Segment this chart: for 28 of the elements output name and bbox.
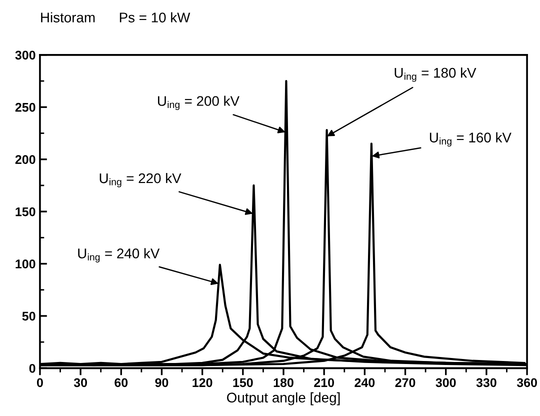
x-tick-label: 210 (314, 378, 334, 388)
x-tick-label: 330 (476, 378, 496, 388)
annotation: U$_{ing}$ = 160 kV (430, 132, 512, 147)
x-tick-label: 300 (436, 378, 456, 388)
annotation: U$_{ing}$ = 220 kV (100, 172, 182, 188)
x-axis-title: Output angle [deg] (227, 392, 340, 406)
annotation: U$_{ing}$ = 180 kV (394, 68, 476, 82)
y-tick-label: 300 (15, 50, 36, 60)
y-tick-label: 100 (16, 260, 36, 268)
x-tick-label: 150 (233, 378, 253, 388)
y-tick-label: 50 (22, 312, 36, 321)
annotation: U$_{ing}$ = 200 kV (158, 96, 240, 110)
annotation: U$_{ing}$ = 240 kV (78, 248, 160, 262)
chart-title: Historam (41, 12, 95, 22)
x-tick-label: 60 (114, 378, 128, 388)
y-tick-label: 250 (15, 102, 36, 112)
y-tick-label: 150 (16, 207, 36, 216)
chart-subtitle: Ps = 10 kW (120, 12, 190, 22)
x-tick-label: 360 (516, 378, 537, 388)
x-tick-label: 240 (354, 378, 375, 388)
x-tick-label: 30 (74, 378, 87, 388)
x-tick-label: 0 (36, 378, 43, 388)
x-tick-label: 90 (155, 378, 168, 388)
x-tick-label: 270 (395, 378, 416, 388)
y-tick-label: 0 (29, 364, 36, 373)
x-tick-label: 120 (192, 378, 212, 388)
y-tick-label: 200 (15, 155, 36, 164)
x-tick-label: 180 (274, 378, 294, 388)
